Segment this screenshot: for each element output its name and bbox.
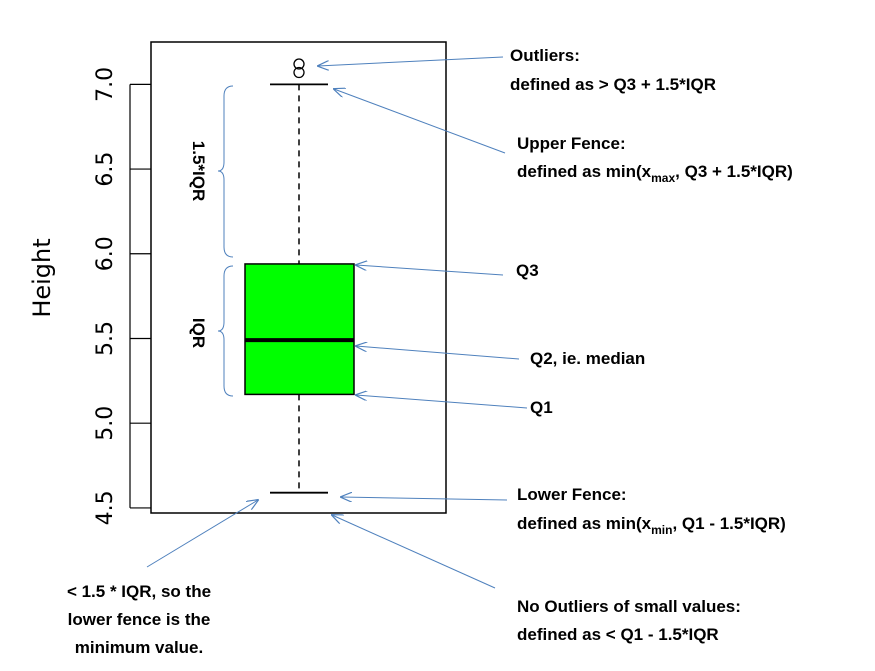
plot-frame [150, 41, 447, 514]
y-axis: 4.5 5.0 5.5 6.0 6.5 7.0 [93, 67, 151, 525]
arrow-lower-note [146, 500, 258, 568]
iqr-bracket-label: IQR [189, 318, 208, 348]
arrow-no-outliers [332, 515, 496, 589]
no-outliers-definition: defined as < Q1 - 1.5*IQR [517, 625, 719, 644]
arrow-q1 [356, 395, 528, 409]
q3-label: Q3 [516, 261, 539, 280]
arrow-q2 [356, 346, 520, 360]
arrow-upper-fence [334, 89, 506, 154]
lower-fence-title: Lower Fence: [517, 485, 627, 504]
arrow-q3 [356, 265, 504, 276]
outlier-point [293, 66, 305, 79]
lower-note-line-3: minimum value. [75, 638, 203, 657]
iqr-box [244, 263, 355, 396]
lower-note-line-1: < 1.5 * IQR, so the [67, 582, 211, 601]
upper-fence-definition: defined as min(xmax, Q3 + 1.5*IQR) [517, 162, 793, 185]
arrow-lower-fence [341, 497, 508, 500]
annotation-arrows [146, 56, 528, 589]
lower-fence-definition: defined as min(xmin, Q1 - 1.5*IQR) [517, 514, 786, 537]
y-tick-label: 6.5 [93, 152, 118, 187]
lower-note-line-2: lower fence is the [68, 610, 211, 629]
y-axis-title: Height [28, 238, 56, 317]
y-tick-label: 4.5 [93, 490, 118, 525]
boxplot [244, 58, 355, 494]
outliers-definition: defined as > Q3 + 1.5*IQR [510, 75, 716, 94]
y-tick-label: 5.5 [93, 321, 118, 356]
q2-label: Q2, ie. median [530, 349, 645, 368]
outlier-points [293, 58, 305, 79]
y-tick-label: 7.0 [93, 67, 118, 102]
iqr-bracket [217, 265, 234, 397]
y-tick-label: 6.0 [93, 236, 118, 271]
upper-bracket [217, 85, 234, 258]
y-tick-label: 5.0 [93, 406, 118, 441]
outliers-title: Outliers: [510, 46, 580, 65]
upper-fence-title: Upper Fence: [517, 134, 626, 153]
q1-label: Q1 [530, 398, 553, 417]
arrow-outliers [318, 56, 504, 66]
outlier-point [293, 58, 305, 70]
upper-bracket-label: 1.5*IQR [189, 141, 208, 201]
no-outliers-title: No Outliers of small values: [517, 597, 741, 616]
